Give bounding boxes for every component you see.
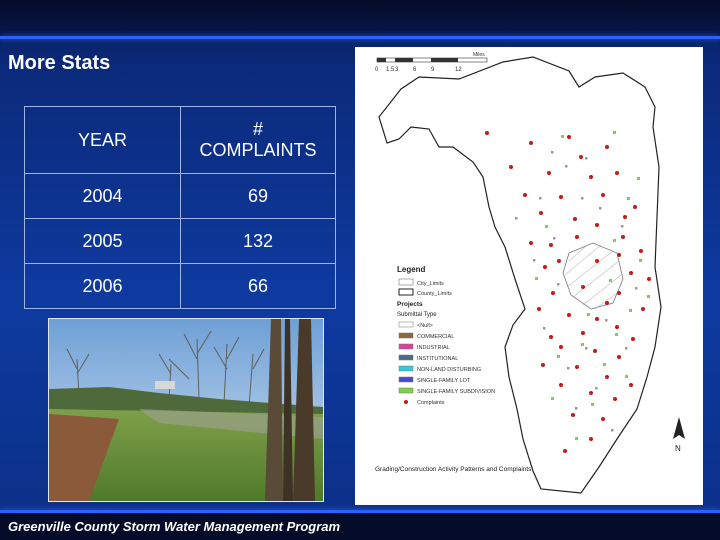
header-complaints-label: COMPLAINTS	[199, 140, 317, 160]
header-band	[0, 0, 720, 36]
map-caption: Grading/Construction Activity Patterns a…	[375, 466, 532, 473]
county-boundary	[378, 56, 662, 494]
project-markers	[485, 131, 651, 453]
svg-text:Projects: Projects	[397, 301, 423, 308]
year-cell: 2005	[24, 218, 181, 264]
svg-text:City_Limits: City_Limits	[417, 281, 444, 287]
map-legend: Legend City_Limits County_Limits Project…	[397, 265, 495, 406]
svg-text:Miles: Miles	[473, 52, 485, 58]
header-year: YEAR	[24, 106, 181, 174]
svg-text:SINGLE-FAMILY LOT: SINGLE-FAMILY LOT	[417, 378, 471, 384]
county-map: Miles 0 1.5 3 6 9 12	[355, 47, 703, 505]
slide-footer: Greenville County Storm Water Management…	[8, 519, 341, 534]
svg-text:12: 12	[455, 67, 462, 73]
table-header-row: YEAR # COMPLAINTS	[24, 106, 336, 174]
table-row: 2006 66	[24, 263, 336, 309]
svg-text:6: 6	[413, 67, 417, 73]
svg-text:Complaints: Complaints	[417, 400, 445, 406]
svg-text:1.5: 1.5	[386, 67, 395, 73]
north-arrow-icon: N	[673, 417, 685, 453]
header-complaints: # COMPLAINTS	[180, 106, 336, 174]
complaints-table: YEAR # COMPLAINTS 2004 69 2005 132 2006 …	[24, 106, 336, 309]
svg-text:Submittal Type: Submittal Type	[397, 312, 437, 318]
svg-text:<Null>: <Null>	[417, 323, 433, 329]
svg-text:9: 9	[431, 67, 435, 73]
svg-text:0: 0	[375, 67, 379, 73]
table-row: 2005 132	[24, 218, 336, 264]
count-cell: 132	[180, 218, 336, 264]
svg-text:SINGLE-FAMILY SUBDIVISION: SINGLE-FAMILY SUBDIVISION	[417, 389, 495, 395]
footer-rule	[0, 510, 720, 513]
year-cell: 2004	[24, 173, 181, 219]
footer-band	[0, 513, 720, 540]
svg-text:Legend: Legend	[397, 265, 426, 274]
svg-text:N: N	[675, 444, 681, 453]
svg-text:NON-LAND DISTURBING: NON-LAND DISTURBING	[417, 367, 481, 373]
count-cell: 69	[180, 173, 336, 219]
count-cell: 66	[180, 263, 336, 309]
site-photo	[48, 318, 324, 502]
slide-title: More Stats	[8, 52, 111, 74]
svg-text:3: 3	[395, 67, 399, 73]
header-hash: #	[252, 119, 263, 139]
header-rule	[0, 36, 720, 39]
svg-text:INDUSTRIAL: INDUSTRIAL	[417, 345, 450, 351]
svg-text:COMMERCIAL: COMMERCIAL	[417, 334, 454, 340]
svg-text:County_Limits: County_Limits	[417, 291, 452, 297]
scale-bar: Miles 0 1.5 3 6 9 12	[375, 52, 488, 73]
city-limits	[562, 242, 624, 310]
svg-text:INSTITUTIONAL: INSTITUTIONAL	[417, 356, 458, 362]
year-cell: 2006	[24, 263, 181, 309]
table-row: 2004 69	[24, 173, 336, 219]
